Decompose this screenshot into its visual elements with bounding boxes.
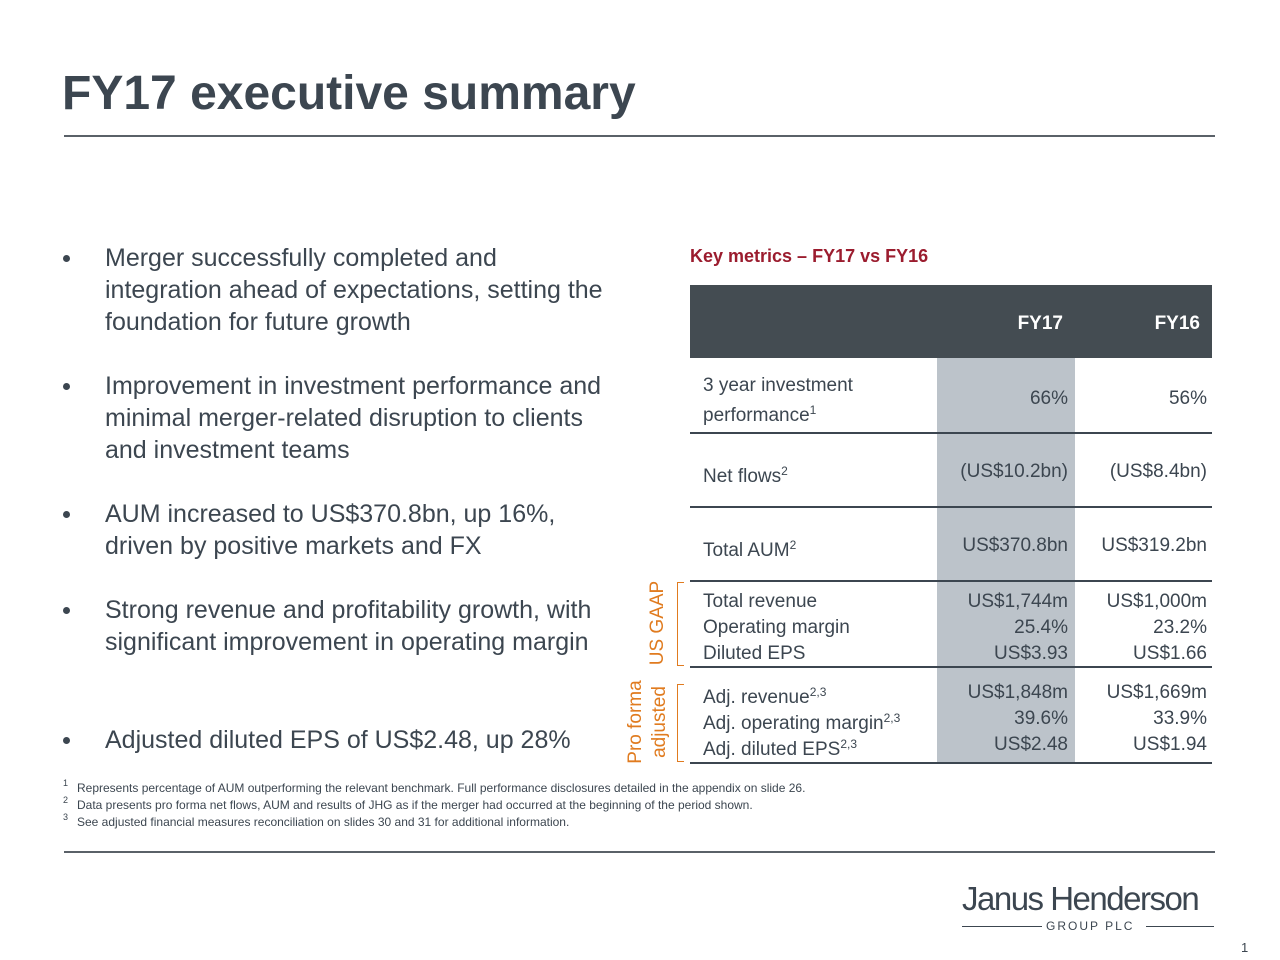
row-label-text: Operating margin bbox=[703, 617, 850, 638]
fy16-value: 33.9% bbox=[1153, 708, 1207, 729]
column-header: FY17 bbox=[1017, 313, 1063, 334]
row-label: Adj. operating margin2,3 bbox=[703, 706, 900, 736]
row-label-text: Total revenue bbox=[703, 591, 818, 612]
footnote-ref: 2,3 bbox=[840, 737, 857, 751]
footnote-text: See adjusted financial measures reconcil… bbox=[77, 815, 570, 829]
row-separator bbox=[690, 762, 1212, 764]
bullet-marker bbox=[63, 511, 70, 518]
row-separator bbox=[690, 506, 1212, 508]
row-label: 3 year investment performance1 bbox=[703, 373, 878, 428]
logo-rule bbox=[1146, 926, 1214, 927]
fy17-value: US$1,848m bbox=[967, 682, 1068, 703]
row-label: Operating margin bbox=[703, 615, 850, 640]
fy17-value: 25.4% bbox=[1014, 617, 1068, 638]
bullet-marker bbox=[63, 607, 70, 614]
row-label-text: Total AUM bbox=[703, 540, 790, 561]
bullet-text: Adjusted diluted EPS of US$2.48, up 28% bbox=[105, 726, 571, 754]
fy17-value: US$370.8bn bbox=[962, 535, 1068, 556]
row-separator bbox=[690, 666, 1212, 668]
fy16-value: US$1,669m bbox=[1106, 682, 1207, 703]
footnote-ref: 2,3 bbox=[883, 711, 901, 725]
logo-subtitle: GROUP PLC bbox=[1046, 919, 1135, 933]
row-label: Adj. revenue2,3 bbox=[703, 680, 826, 710]
fy17-value: 66% bbox=[1029, 388, 1068, 409]
footnote-ref: 2 bbox=[789, 538, 797, 552]
row-label: Diluted EPS bbox=[703, 641, 805, 666]
row-label: Net flows2 bbox=[703, 459, 788, 489]
group-label-line: Pro forma bbox=[625, 680, 646, 764]
row-label-text: Diluted EPS bbox=[703, 643, 806, 664]
row-label: Total AUM2 bbox=[703, 533, 796, 563]
footnote-mark: 2 bbox=[63, 795, 69, 805]
logo-name: Janus Henderson bbox=[962, 880, 1200, 917]
group-label: Pro forma adjusted bbox=[624, 662, 672, 782]
fy17-value: (US$10.2bn) bbox=[960, 461, 1068, 482]
divider bbox=[64, 135, 1215, 137]
row-label-text: Adj. operating margin bbox=[703, 713, 884, 734]
footnote-ref: 1 bbox=[809, 403, 817, 417]
row-label-text: Net flows bbox=[703, 466, 782, 487]
fy16-value: US$319.2bn bbox=[1101, 535, 1207, 556]
title: FY17 executive summary bbox=[62, 67, 636, 120]
row-label: Adj. diluted EPS2,3 bbox=[703, 732, 857, 762]
bullet-text: Improvement in investment performance an… bbox=[105, 372, 602, 464]
bullet-marker bbox=[63, 255, 70, 262]
footnote-mark: 1 bbox=[63, 778, 69, 788]
bullet-marker bbox=[63, 737, 70, 744]
column-header: FY16 bbox=[1154, 313, 1200, 334]
fy16-value: 23.2% bbox=[1153, 617, 1207, 638]
footnote-text: Represents percentage of AUM outperformi… bbox=[77, 781, 806, 795]
fy16-value: US$1,000m bbox=[1106, 591, 1207, 612]
row-label-text: Adj. diluted EPS bbox=[703, 739, 841, 760]
fy16-value: US$1.66 bbox=[1133, 643, 1207, 664]
bullet-marker bbox=[63, 383, 70, 390]
footnote-text: Data presents pro forma net flows, AUM a… bbox=[77, 798, 753, 812]
fy16-value: (US$8.4bn) bbox=[1109, 461, 1207, 482]
fy17-value: US$3.93 bbox=[994, 643, 1068, 664]
group-bracket bbox=[677, 582, 684, 666]
page-number: 1 bbox=[1241, 940, 1249, 955]
fy17-value: 39.6% bbox=[1014, 708, 1068, 729]
footnote-mark: 3 bbox=[63, 812, 69, 822]
highlight-column bbox=[937, 358, 1075, 762]
row-separator bbox=[690, 432, 1212, 434]
fy17-value: US$1,744m bbox=[967, 591, 1068, 612]
footnote-ref: 2,3 bbox=[809, 685, 827, 699]
fy16-value: 56% bbox=[1168, 388, 1207, 409]
row-label-text: Adj. revenue bbox=[703, 687, 810, 708]
bullet-text: Strong revenue and profitability growth,… bbox=[105, 596, 592, 656]
group-label-line: adjusted bbox=[649, 686, 670, 758]
group-bracket bbox=[677, 684, 684, 762]
row-label: Total revenue bbox=[703, 589, 817, 614]
table-caption: Key metrics – FY17 vs FY16 bbox=[690, 246, 929, 266]
table-header bbox=[690, 285, 1212, 358]
row-separator bbox=[690, 580, 1212, 582]
bullet-text: AUM increased to US$370.8bn, up 16%, dri… bbox=[105, 500, 556, 560]
row-label-text: 3 year investment performance bbox=[703, 375, 853, 426]
fy17-value: US$2.48 bbox=[994, 734, 1068, 755]
footnote-ref: 2 bbox=[781, 464, 788, 478]
fy16-value: US$1.94 bbox=[1133, 734, 1207, 755]
bullet-text: Merger successfully completed and integr… bbox=[105, 244, 603, 336]
divider bbox=[64, 851, 1215, 853]
logo-rule bbox=[962, 926, 1042, 927]
